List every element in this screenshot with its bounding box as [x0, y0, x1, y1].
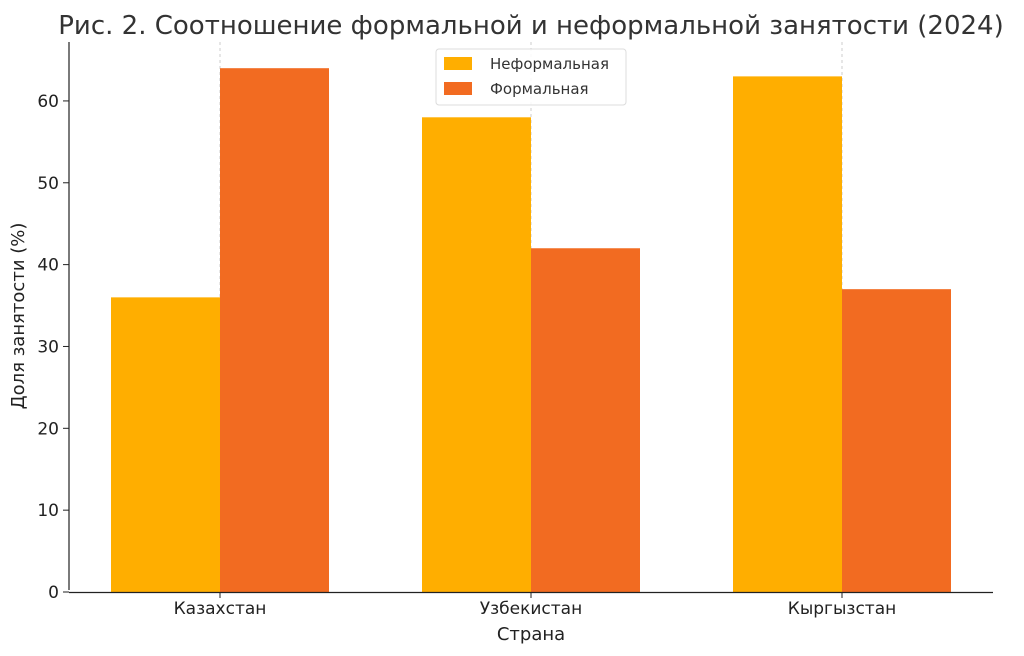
x-tick-label-0: Казахстан [174, 599, 267, 619]
legend-swatch-1 [444, 82, 472, 95]
y-tick-label-6: 60 [37, 92, 59, 112]
x-axis-label: Страна [497, 624, 565, 645]
bar-informal-0 [111, 297, 220, 592]
y-tick-label-4: 40 [37, 256, 59, 276]
bar-formal-1 [531, 248, 640, 592]
x-tick-label-2: Кыргызстан [788, 599, 896, 619]
y-tick-label-5: 50 [37, 174, 59, 194]
bar-formal-0 [220, 68, 329, 592]
y-tick-label-2: 20 [37, 419, 59, 439]
legend-box [435, 48, 627, 106]
bar-informal-1 [422, 117, 531, 593]
y-tick-label-3: 30 [37, 337, 59, 357]
x-tick-label-1: Узбекистан [480, 599, 582, 619]
bar-formal-2 [842, 289, 951, 592]
bar-informal-2 [733, 76, 842, 592]
chart-title: Рис. 2. Соотношение формальной и неформа… [58, 11, 1004, 41]
legend: Неформальная Формальная [435, 48, 627, 106]
y-tick-label-1: 10 [37, 501, 59, 521]
bars [111, 68, 951, 593]
legend-swatch-0 [444, 57, 472, 70]
y-axis-label: Доля занятости (%) [8, 223, 29, 410]
legend-label-1: Формальная [490, 80, 589, 98]
x-ticks: Казахстан Узбекистан Кыргызстан [174, 592, 896, 619]
y-tick-label-0: 0 [48, 583, 59, 603]
y-ticks: 0 10 20 30 40 50 60 [37, 92, 69, 603]
legend-label-0: Неформальная [490, 55, 609, 73]
